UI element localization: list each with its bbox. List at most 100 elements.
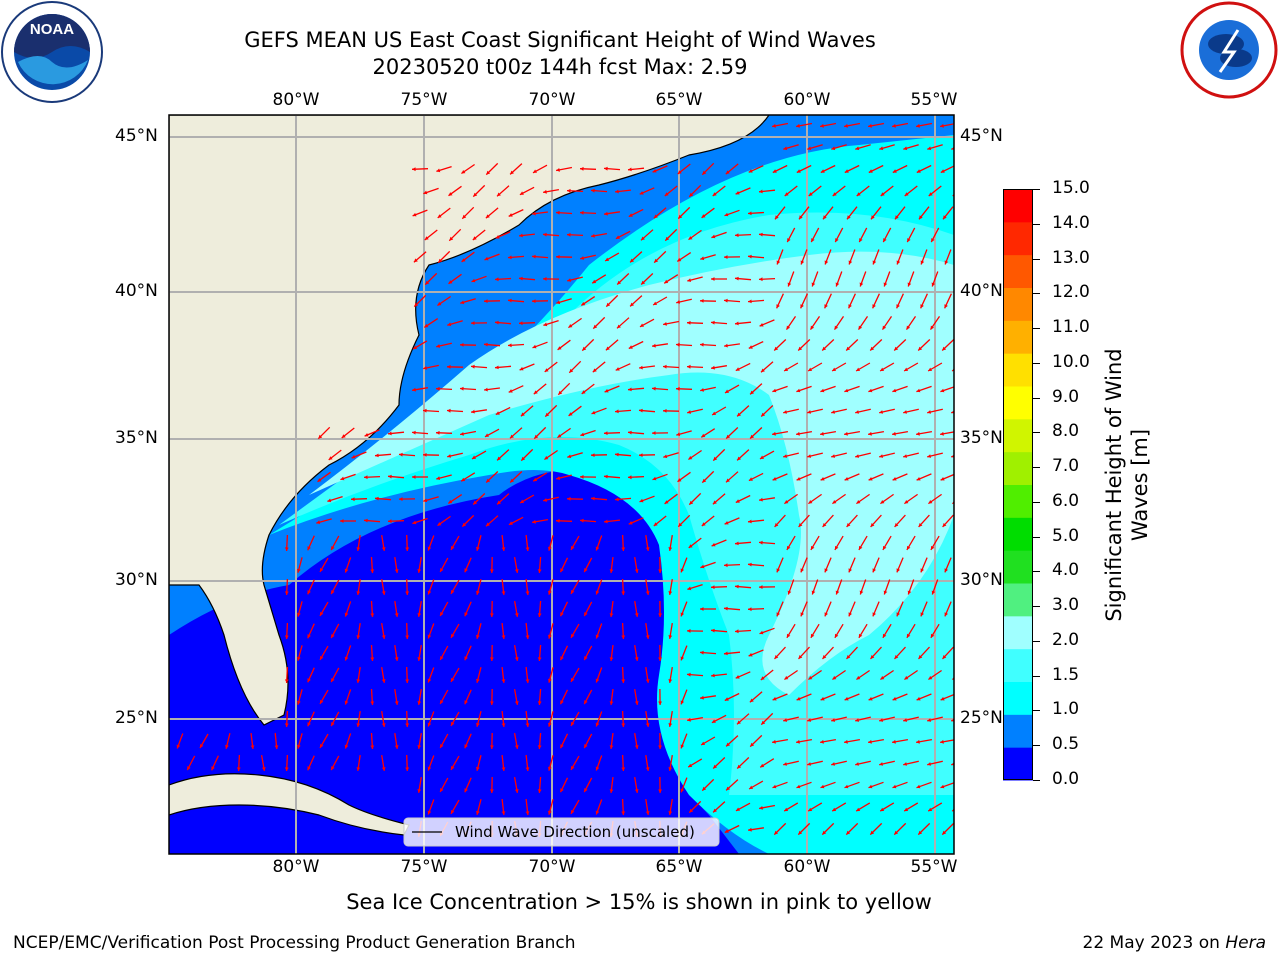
wave-arrow-head	[427, 766, 432, 771]
wave-arrow-head	[567, 278, 572, 282]
colorbar-segment	[1003, 681, 1033, 715]
wave-arrow-head	[414, 302, 419, 307]
wave-arrow-head	[440, 568, 444, 572]
wave-arrow-head	[405, 723, 410, 727]
wave-arrow-head	[436, 168, 441, 173]
lon-label-top: 65°W	[655, 90, 703, 110]
colorbar-tick-mark	[1033, 328, 1040, 330]
wave-arrow-head	[645, 723, 650, 727]
wave-arrow-head	[724, 697, 729, 701]
wave-arrow-head	[687, 586, 692, 591]
wave-arrow-head	[514, 657, 519, 661]
wave-arrow-head	[534, 434, 539, 439]
wave-arrow-head	[687, 717, 691, 722]
wave-arrow-head	[774, 655, 779, 659]
wave-arrow-head	[316, 520, 321, 524]
wave-arrow-head	[595, 810, 600, 815]
wave-arrow-head	[532, 254, 536, 259]
colorbar-segment	[1003, 386, 1033, 420]
wave-arrow-head	[940, 739, 944, 744]
colorbar-tick-label: 6.0	[1052, 490, 1080, 511]
wave-arrow-head	[639, 498, 644, 503]
wave-arrow-head	[520, 499, 525, 503]
wave-arrow-head	[472, 455, 476, 459]
wave-arrow-head	[417, 745, 422, 749]
wave-arrow-head	[605, 346, 610, 351]
wave-arrow-head	[356, 679, 361, 683]
wave-arrow-head	[340, 519, 344, 523]
wave-arrow-head	[711, 277, 715, 281]
wave-arrow-head	[543, 322, 548, 327]
colorbar-segment	[1003, 747, 1033, 781]
wave-arrow-head	[713, 764, 717, 769]
wave-arrow-head	[735, 541, 739, 546]
wave-arrow-head	[236, 767, 241, 771]
colorbar-segment	[1003, 287, 1033, 321]
wave-arrow-head	[451, 545, 455, 550]
wave-arrow-head	[548, 678, 552, 683]
wave-arrow-head	[571, 633, 575, 638]
wave-arrow-head	[532, 299, 536, 303]
wave-arrow-head	[711, 365, 715, 370]
wave-arrow-head	[532, 211, 536, 216]
wave-arrow-head	[320, 655, 324, 660]
wave-arrow-head	[525, 767, 530, 771]
wave-arrow-head	[774, 830, 779, 835]
wave-arrow-head	[700, 299, 704, 303]
wave-arrow-head	[916, 477, 921, 481]
wave-arrow-head	[580, 475, 584, 479]
wave-arrow-head	[796, 784, 801, 789]
wave-arrow-head	[497, 192, 501, 197]
wave-arrow-head	[617, 324, 621, 329]
wave-arrow-head	[775, 215, 779, 220]
wave-arrow-head	[916, 739, 920, 744]
wave-arrow-head	[375, 496, 379, 501]
wave-arrow-head	[711, 585, 715, 590]
wave-arrow-head	[634, 789, 639, 793]
wave-arrow-head	[497, 500, 501, 505]
wave-arrow-head	[844, 784, 849, 789]
wave-arrow-head	[634, 569, 639, 573]
wave-arrow-head	[943, 215, 947, 220]
wave-arrow-head	[906, 633, 911, 638]
wave-arrow-head	[663, 454, 668, 459]
wave-arrow-head	[427, 546, 432, 551]
wave-arrow-head	[798, 346, 803, 351]
wave-arrow-head	[832, 367, 837, 371]
colorbar-segment	[1003, 517, 1033, 551]
wave-arrow-head	[543, 498, 547, 502]
wave-arrow-head	[713, 808, 717, 813]
wave-arrow-head	[787, 282, 792, 287]
wave-arrow-head	[677, 257, 682, 262]
wave-arrow-head	[424, 323, 429, 328]
legend-label: Wind Wave Direction (unscaled)	[455, 823, 695, 841]
wave-arrow	[955, 228, 962, 242]
wave-arrow-head	[688, 544, 693, 548]
wave-arrow-head	[460, 300, 465, 305]
lat-label-left: 40°N	[115, 281, 158, 301]
wave-arrow-head	[872, 304, 876, 309]
wave-arrow-head	[331, 546, 335, 551]
wave-arrow-head	[712, 192, 717, 196]
wave-arrow-head	[340, 476, 345, 481]
wave-arrow-head	[844, 739, 848, 744]
wave-arrow-head	[724, 521, 729, 525]
wave-arrow-head	[341, 434, 346, 438]
wave-arrow-head	[944, 304, 948, 309]
wave-arrow-head	[736, 807, 740, 811]
wave-arrow-head	[737, 412, 741, 417]
wave-arrow-head	[628, 213, 633, 217]
wave-arrow-head	[200, 744, 204, 748]
wave-arrow-head	[364, 433, 369, 437]
wave-arrow-head	[774, 523, 779, 527]
wave-arrow-head	[783, 146, 788, 151]
wave-arrow-head	[689, 808, 694, 813]
wave-arrow-head	[664, 500, 669, 504]
lon-label-bottom: 80°W	[272, 857, 320, 877]
wave-arrow-head	[880, 807, 885, 812]
wave-arrow-head	[606, 302, 611, 307]
wave-arrow-head	[822, 830, 827, 835]
wave-arrow-head	[663, 409, 667, 413]
lat-label-left: 35°N	[115, 428, 158, 448]
wave-arrow-head	[557, 434, 562, 438]
